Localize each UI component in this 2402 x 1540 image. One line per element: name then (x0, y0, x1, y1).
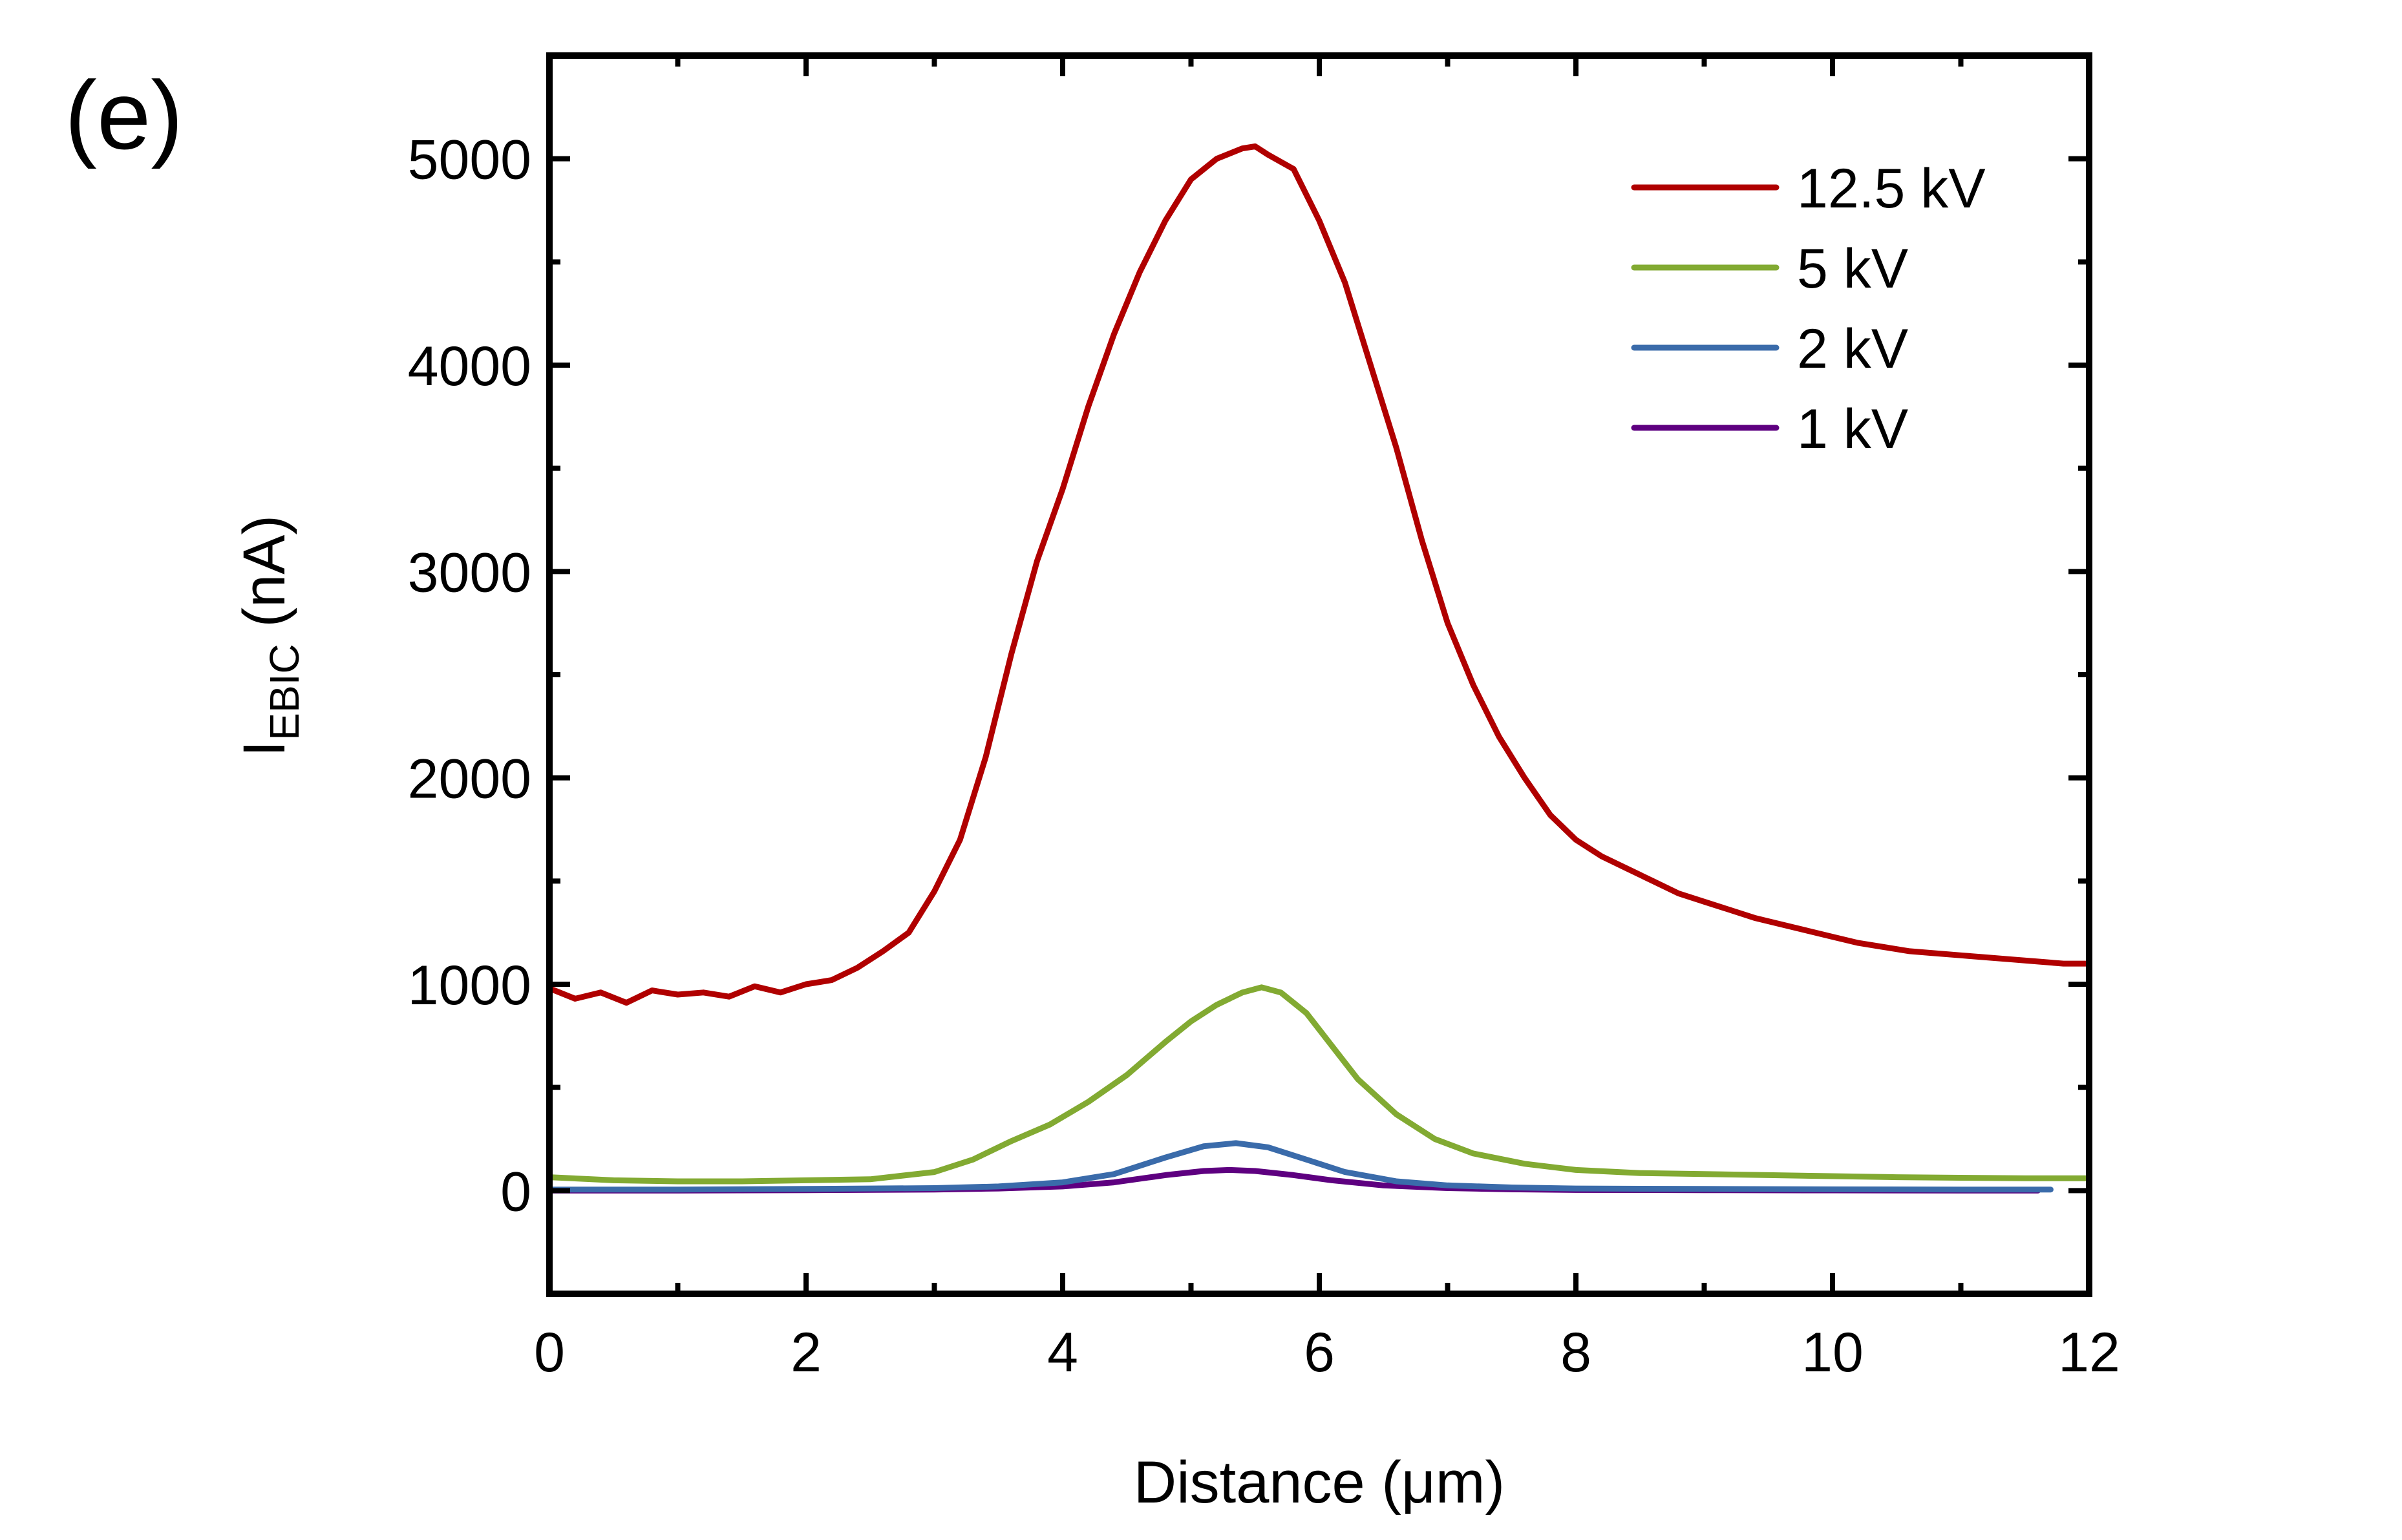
y-tick-label: 1000 (408, 955, 531, 1017)
x-axis-title: Distance (μm) (1134, 1450, 1505, 1515)
series-group (546, 143, 2092, 1194)
legend-item: 12.5 kV (1631, 158, 1986, 220)
series-line-5-kv (546, 984, 2092, 1185)
x-axis-tick-labels: 0 2 4 6 8 10 12 (534, 1322, 2120, 1384)
legend-item: 2 kV (1631, 318, 1908, 380)
legend-label: 2 kV (1797, 318, 1908, 380)
y-axis-ticks (549, 156, 2089, 1194)
legend-label: 1 kV (1797, 398, 1908, 460)
legend-label: 12.5 kV (1797, 158, 1986, 220)
legend-item: 1 kV (1631, 398, 1908, 460)
y-tick-label: 4000 (408, 335, 531, 397)
y-axis-title: IEBIC (nA) (231, 515, 308, 757)
y-axis-title-unit: (nA) (231, 515, 297, 644)
x-tick-label: 4 (1047, 1322, 1078, 1384)
legend-label: 5 kV (1797, 238, 1908, 300)
y-axis-title-subscript: EBIC (261, 644, 308, 740)
y-tick-label: 0 (500, 1161, 531, 1223)
x-tick-label: 10 (1802, 1322, 1864, 1384)
x-tick-label: 0 (534, 1322, 565, 1384)
y-tick-label: 2000 (408, 748, 531, 810)
y-tick-label: 5000 (408, 129, 531, 191)
x-axis-ticks (547, 56, 2092, 1294)
series-line-12-5-kv (546, 143, 2092, 1006)
y-axis-tick-labels: 0 1000 2000 3000 4000 5000 (408, 129, 531, 1223)
x-tick-label: 12 (2058, 1322, 2120, 1384)
y-axis-title-main: I (231, 741, 297, 757)
panel-label: (e) (65, 61, 183, 169)
series-line-2-kv (546, 1140, 2054, 1193)
x-tick-label: 8 (1560, 1322, 1591, 1384)
legend: 12.5 kV 5 kV 2 kV 1 kV (1631, 158, 1986, 460)
y-tick-label: 3000 (408, 542, 531, 604)
x-tick-label: 2 (791, 1322, 822, 1384)
x-tick-label: 6 (1304, 1322, 1335, 1384)
legend-item: 5 kV (1631, 238, 1908, 300)
